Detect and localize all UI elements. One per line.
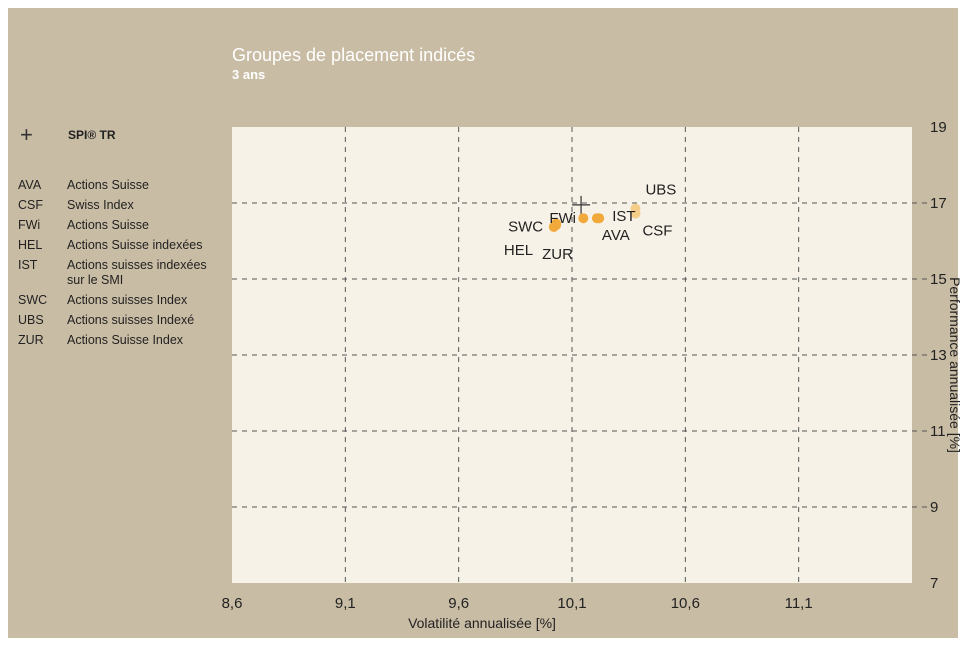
- point-label-swc: SWC: [508, 219, 543, 236]
- reference-point-marker: [572, 195, 591, 214]
- x-tick-label: 10,1: [557, 595, 586, 612]
- data-point-zur: [551, 220, 562, 231]
- chart-title: Groupes de placement indicés: [232, 45, 476, 65]
- legend-item: ZUR Actions Suisse Index: [18, 333, 228, 348]
- legend-item: IST Actions suisses indexées sur le SMI: [18, 258, 228, 288]
- x-tick-label: 8,6: [222, 595, 243, 612]
- y-tick-label: 9: [930, 499, 938, 516]
- x-tick-label: 9,1: [335, 595, 356, 612]
- legend-code: ZUR: [18, 333, 44, 347]
- y-tick-label: 17: [930, 195, 947, 212]
- legend-item: AVA Actions Suisse: [18, 178, 228, 193]
- legend-code: AVA: [18, 178, 42, 192]
- x-tick-label: 11,1: [785, 595, 813, 612]
- point-label-csf: CSF: [642, 223, 672, 240]
- point-label-fwi: FWi: [549, 210, 576, 227]
- y-tick-label: 19: [930, 119, 947, 136]
- x-axis-title: Volatilité annualisée [%]: [408, 615, 556, 631]
- legend-code: UBS: [18, 313, 44, 327]
- legend-item: CSF Swiss Index: [18, 198, 228, 213]
- point-label-zur: ZUR: [542, 246, 573, 263]
- legend: AVA Actions Suisse CSF Swiss Index FWi Acti…: [18, 178, 228, 353]
- legend-name: Actions Suisse: [67, 218, 149, 232]
- x-tick-label: 10,6: [671, 595, 700, 612]
- legend-item: HEL Actions Suisse indexées: [18, 238, 228, 253]
- legend-reference-label: SPI® TR: [68, 128, 116, 142]
- legend-name: Actions suisses Indexé: [67, 313, 195, 327]
- legend-item: SWC Actions suisses Index: [18, 293, 228, 308]
- x-tick-label: 9,6: [448, 595, 469, 612]
- legend-name: Actions suisses indexées sur le SMI: [67, 258, 207, 287]
- point-label-hel: HEL: [504, 242, 533, 259]
- legend-name: Actions Suisse: [67, 178, 149, 192]
- data-point-ist: [594, 213, 605, 224]
- legend-name: Actions suisses Index: [67, 293, 188, 307]
- axis-ticks: 8,6 9,1 9,6 10,1 10,6 11,1 7 9 11 13 15 17 19: [222, 119, 947, 612]
- legend-item: UBS Actions suisses Indexé: [18, 313, 228, 328]
- y-tick-label: 13: [930, 347, 947, 364]
- y-tick-label: 15: [930, 271, 947, 288]
- legend-name: Actions Suisse Index: [67, 333, 184, 347]
- point-label-ava: AVA: [602, 227, 630, 244]
- y-tick-label: 11: [930, 423, 946, 440]
- legend-name: Swiss Index: [67, 198, 134, 212]
- y-tick-label: 7: [930, 575, 938, 592]
- grid: [232, 127, 928, 583]
- legend-code: SWC: [18, 293, 48, 307]
- data-point-fwi: [578, 213, 589, 224]
- data-point-ubs: [630, 203, 641, 214]
- legend-code: IST: [18, 258, 38, 272]
- legend-code: FWi: [18, 218, 41, 232]
- y-axis-title: Performance annualisée [%]: [947, 277, 963, 453]
- point-label-ubs: UBS: [645, 182, 676, 199]
- cross-icon: +: [20, 122, 33, 147]
- legend-item: FWi Actions Suisse: [18, 218, 228, 233]
- legend-code: HEL: [18, 238, 43, 252]
- legend-name: Actions Suisse indexées: [67, 238, 203, 252]
- legend-reference: + SPI® TR: [18, 124, 228, 146]
- legend-code: CSF: [18, 198, 43, 212]
- point-label-ist: IST: [612, 208, 635, 225]
- point-labels: AVA CSF FWi HEL IST SWC UBS ZUR: [504, 182, 676, 263]
- data-points: [548, 195, 641, 232]
- chart-subtitle: 3 ans: [232, 67, 266, 82]
